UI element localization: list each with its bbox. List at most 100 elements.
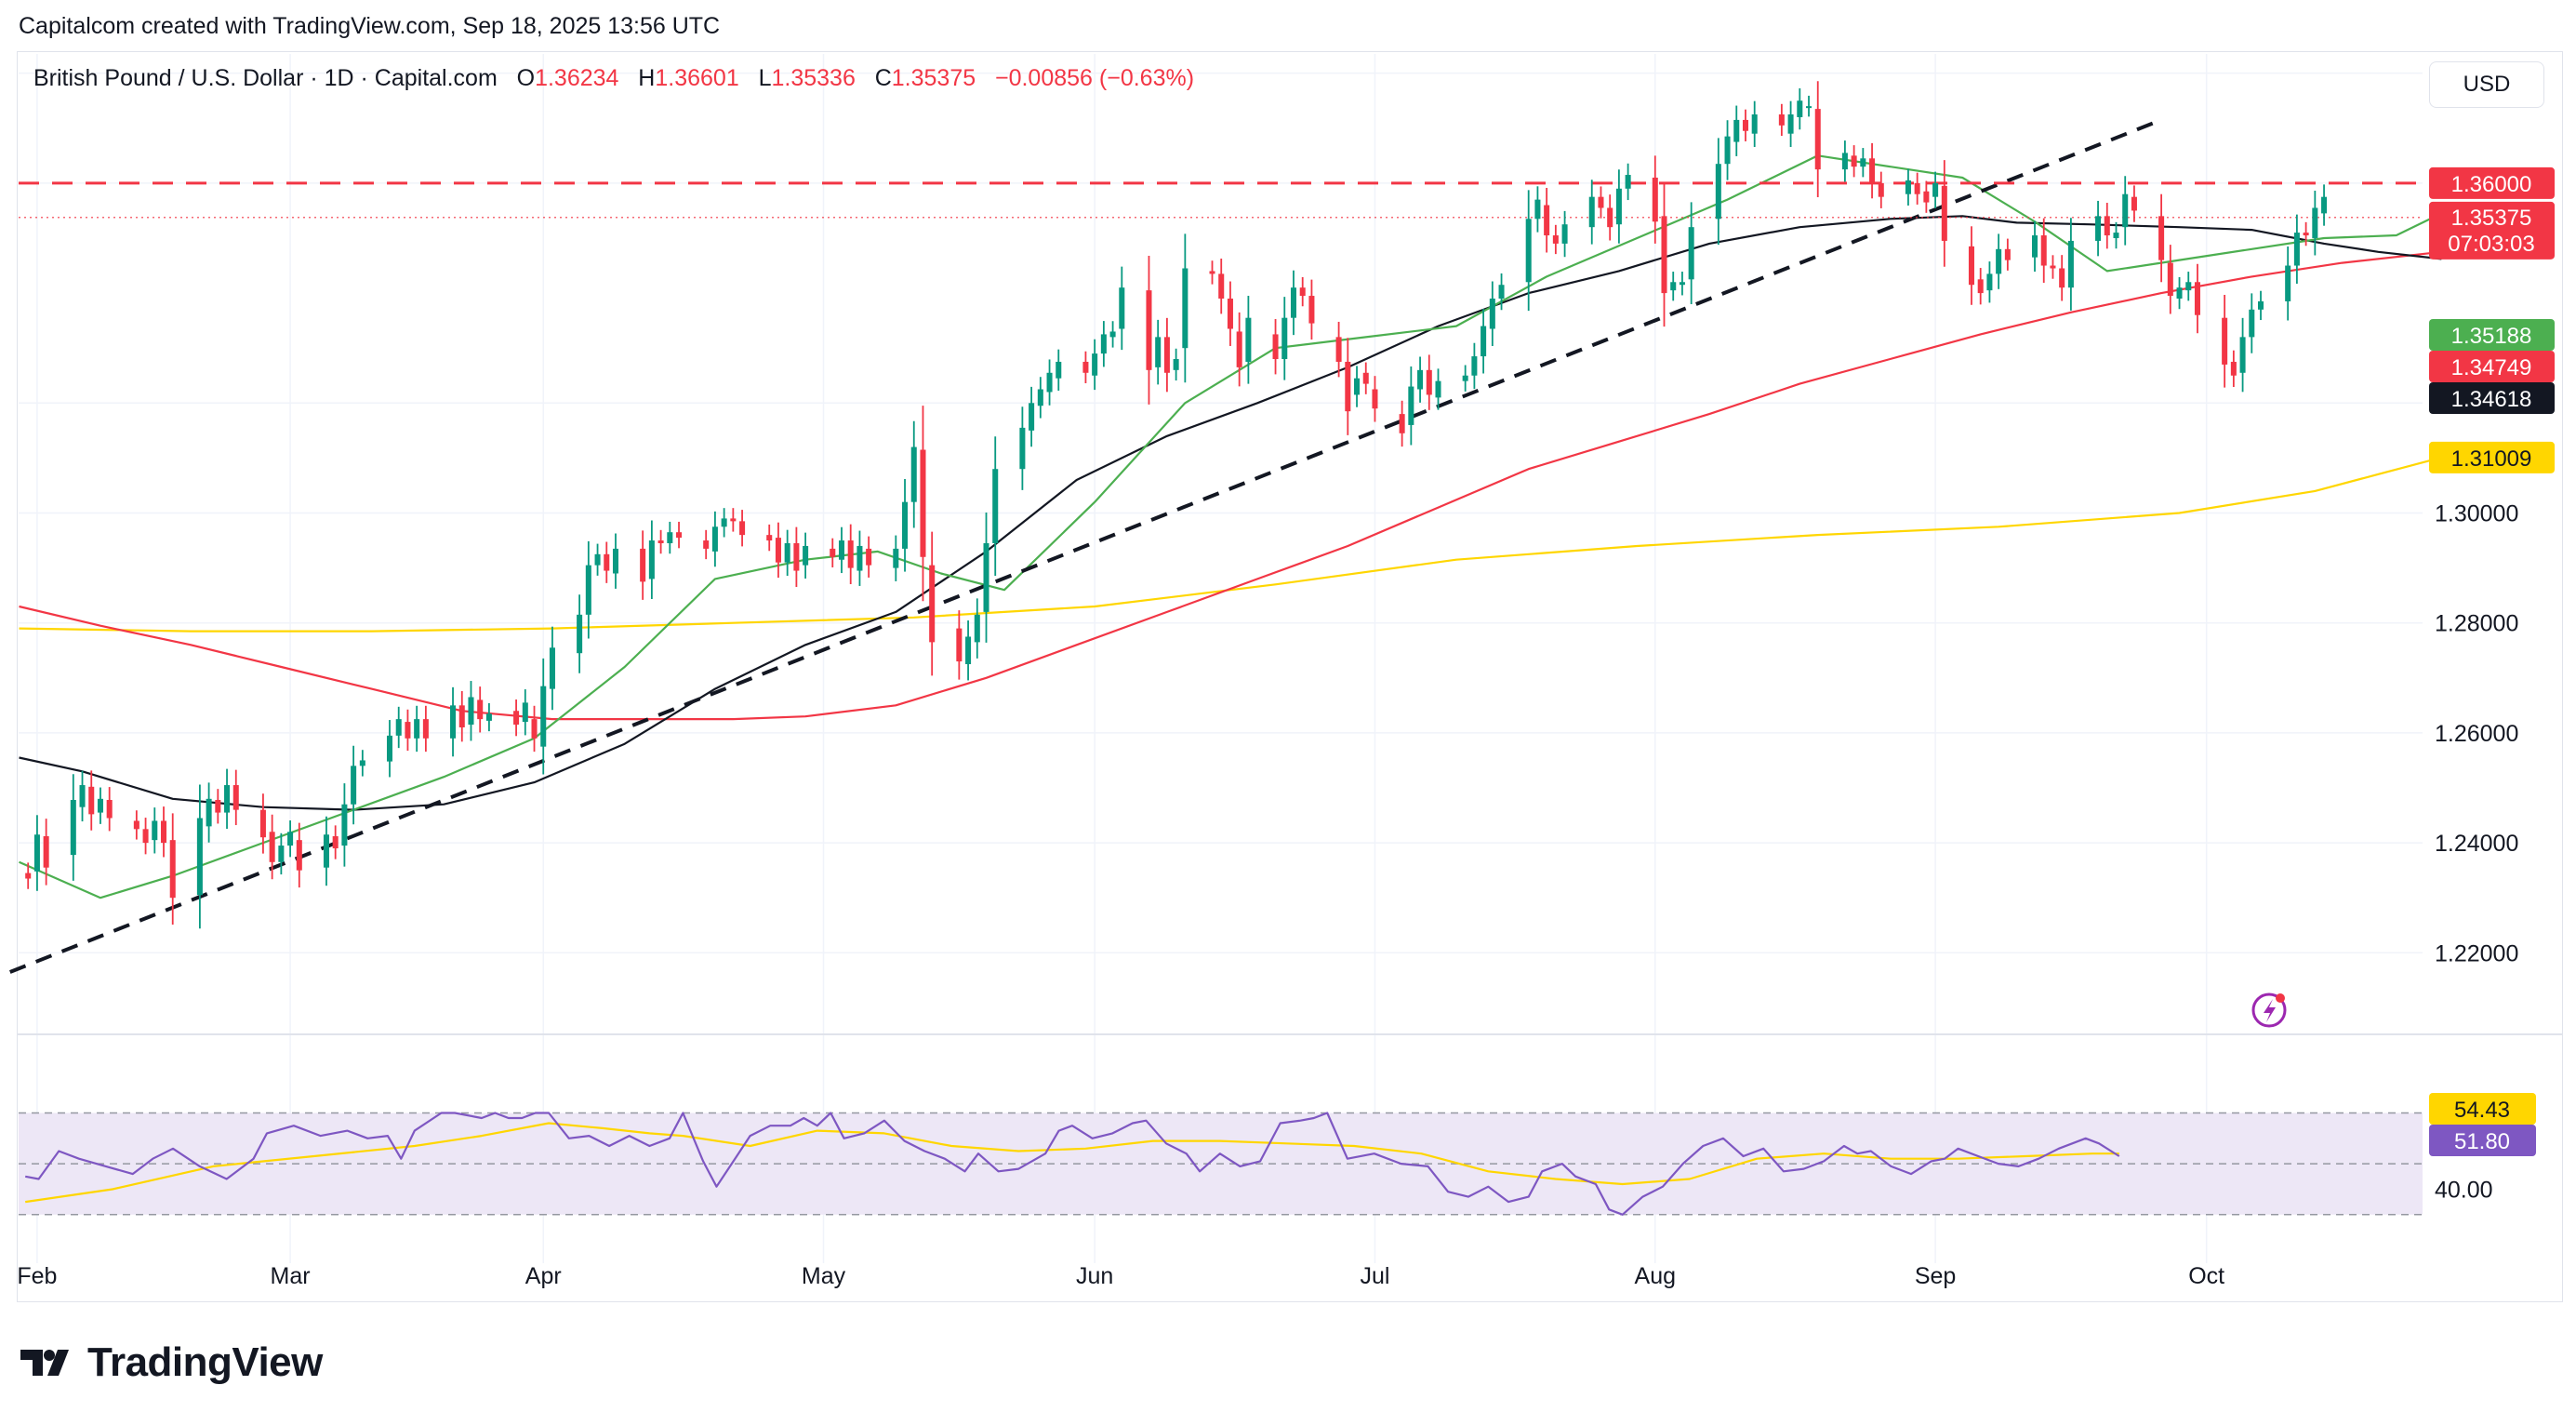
candle-body [2131,196,2137,211]
candle-body [1561,224,1568,244]
candle-body [395,719,402,736]
candle-body [152,820,158,841]
candle-body [612,548,619,574]
close-label: C [874,65,892,91]
candle-body [2249,309,2255,338]
candle-body [1670,282,1677,291]
candle-body [1245,317,1252,362]
candle-body [983,543,989,612]
candle-body [142,829,149,844]
candle-body [2285,265,2291,301]
candle-body [70,800,76,856]
candle-body [1751,114,1758,134]
candle-body [793,543,800,571]
candle-body [88,786,95,815]
open-label: O [516,65,536,91]
candle-body [1037,389,1043,406]
tradingview-logo-icon [20,1350,69,1376]
candle-body [1372,389,1378,409]
candle-body [2032,235,2038,258]
candle-body [2239,337,2246,373]
high-label: H [638,65,656,91]
candle-body [1173,359,1179,370]
candle-body [1029,403,1035,431]
flash-icon [2251,992,2287,1028]
candle-body [540,686,547,747]
candle-body [956,628,963,662]
candle-body [1932,182,1939,197]
candle-body [2176,287,2183,299]
candle-body [1362,372,1369,384]
chart-attribution: Capitalcom created with TradingView.com,… [19,13,721,39]
rsi-value-label: 51.80 [2454,1129,2510,1154]
candle-body [766,535,773,541]
candle-body [323,834,329,868]
candle-body [1345,361,1351,412]
flash-icon-bolt [2264,999,2276,1022]
candle-body [2158,216,2165,260]
candle-body [2185,282,2192,291]
candle-body [1426,369,1432,395]
candle-body [1607,207,1613,228]
candle-body [594,553,601,566]
trendline [9,118,2162,974]
candle-body [1986,273,1993,291]
time-tick-label: Aug [1635,1263,1676,1289]
price-tick-label: 1.28000 [2435,611,2518,637]
candle-body [422,719,429,739]
candle-body [711,526,718,552]
candle-body [1182,268,1188,349]
candle-body [847,540,854,568]
candle-body [910,446,917,502]
candle-body [97,798,103,813]
candle-body [2040,235,2047,266]
candle-body [1778,114,1785,126]
candle-body [1354,378,1361,395]
candle-body [1806,106,1812,109]
candle-body [585,565,591,615]
candle-body [2194,282,2200,315]
candle-body [2222,317,2228,365]
candle-body [1092,353,1098,376]
candle-body [1588,196,1595,228]
candle-body [1715,164,1721,220]
candle-body [414,719,420,739]
low-label: L [758,65,772,91]
candle-body [667,532,673,543]
candle-body [1299,287,1306,297]
flash-icon-circle [2251,992,2287,1028]
time-tick-label: Sep [1915,1263,1956,1289]
candle-body [1996,248,2002,274]
open-value: 1.36234 [535,65,619,91]
candle-body [1272,334,1279,360]
sma200-line [19,456,2442,633]
candle-body [703,540,710,549]
candle-body [1923,191,1930,203]
candle-body [974,614,980,643]
candle-body [1914,182,1920,194]
change-value: −0.00856 (−0.63%) [994,65,1195,91]
price-label: 1.36000 [2451,172,2532,197]
currency-button[interactable]: USD [2429,61,2544,108]
candle-body [1146,290,1152,370]
price-tick-label: 1.30000 [2435,500,2518,526]
candle-body [450,705,457,739]
candle-body [803,545,809,566]
candle-body [1941,185,1947,241]
sma100-line [19,250,2442,721]
chart-frame [17,51,2563,1302]
candle-body [1977,279,1984,294]
candle-body [1218,273,1225,299]
candle-body [920,449,926,557]
candle-body [1227,299,1233,329]
symbol-legend: British Pound / U.S. Dollar · 1D · Capit… [33,65,1194,92]
candle-body [2095,216,2102,241]
time-tick-label: Jun [1076,1263,1113,1289]
price-tick-label: 1.24000 [2435,831,2518,857]
candle-body [287,832,294,846]
sma20-line [19,154,2442,899]
rsi-line [24,1112,2120,1216]
high-value: 1.36601 [655,65,739,91]
candle-body [902,501,909,549]
